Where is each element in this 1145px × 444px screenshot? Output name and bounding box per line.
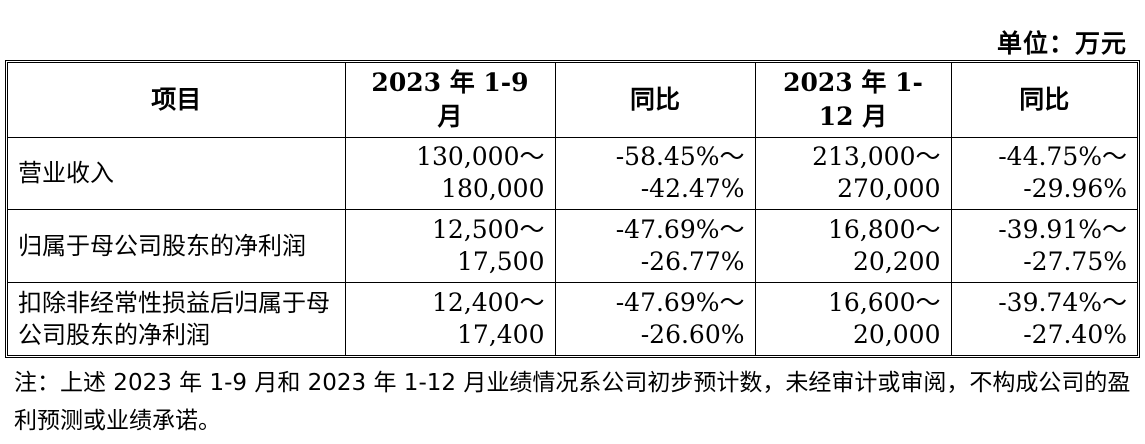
unit-label: 单位：万元	[996, 29, 1127, 58]
row-label: 营业收入	[8, 136, 346, 211]
table-cell: -44.75%～ -29.96%	[950, 136, 1137, 211]
table-cell: 16,600～ 20,000	[754, 281, 952, 355]
table-row: 营业收入 130,000～ 180,000 -58.45%～ -42.47% 213…	[8, 136, 1137, 211]
table-cell: -47.69%～ -26.77%	[554, 209, 756, 283]
table-cell: 130,000～ 180,000	[344, 136, 556, 211]
header-yoy-2: 同比	[950, 63, 1137, 138]
forecast-table: 项目 2023 年 1-9 月 同比 2023 年 1-12 月 同比 营业收入…	[8, 63, 1137, 355]
table-cell: -47.69%～ -26.60%	[554, 281, 756, 355]
row-label: 归属于母公司股东的净利润	[8, 209, 346, 283]
table-cell: -58.45%～ -42.47%	[554, 136, 756, 211]
table-cell: -39.91%～ -27.75%	[950, 209, 1137, 283]
table-cell: -39.74%～ -27.40%	[950, 281, 1137, 355]
footnote: 注：上述 2023 年 1-9 月和 2023 年 1-12 月业绩情况系公司初…	[14, 370, 1131, 434]
row-label: 扣除非经常性损益后归属于母公司股东的净利润	[8, 281, 346, 355]
forecast-table-container: 项目 2023 年 1-9 月 同比 2023 年 1-12 月 同比 营业收入…	[5, 60, 1140, 358]
header-period-1-9: 2023 年 1-9 月	[344, 63, 556, 138]
table-cell: 213,000～ 270,000	[754, 136, 952, 211]
header-yoy-1: 同比	[554, 63, 756, 138]
table-header-row: 项目 2023 年 1-9 月 同比 2023 年 1-12 月 同比	[8, 63, 1137, 138]
table-cell: 12,400～ 17,400	[344, 281, 556, 355]
table-row: 归属于母公司股东的净利润 12,500～ 17,500 -47.69%～ -26.7…	[8, 209, 1137, 283]
table-cell: 16,800～ 20,200	[754, 209, 952, 283]
table-cell: 12,500～ 17,500	[344, 209, 556, 283]
header-item: 项目	[8, 63, 346, 138]
header-period-1-12: 2023 年 1-12 月	[754, 63, 952, 138]
table-row: 扣除非经常性损益后归属于母公司股东的净利润 12,400～ 17,400 -47.…	[8, 281, 1137, 355]
